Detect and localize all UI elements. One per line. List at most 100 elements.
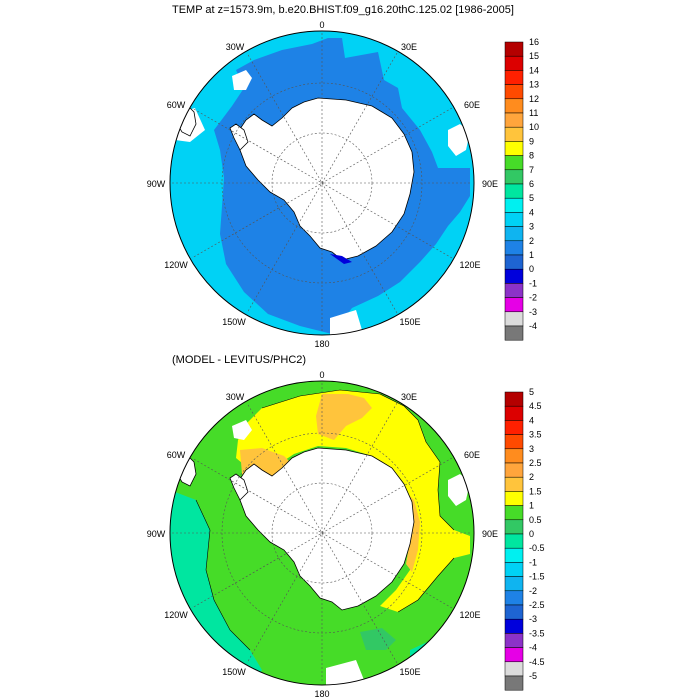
colorbar-box [504,254,524,270]
colorbar-box [504,519,524,535]
colorbar-label: -3.5 [529,628,545,638]
colorbar-box [504,590,524,606]
panel2-antarctica [237,447,415,611]
lon-label-180: 180 [314,339,329,349]
panel2-field-1.5to2 [316,394,372,440]
panel2-polar-map: 0 30E 60E 90E 120E 150E 180 150W 120W 90… [147,370,545,699]
colorbar-label: 4 [529,207,534,217]
lon-label-60e: 60E [464,450,480,460]
colorbar-box [504,405,524,421]
colorbar-box [504,547,524,563]
colorbar-label: 1.5 [529,486,542,496]
lon-label-180: 180 [314,689,329,699]
colorbar-box [504,420,524,435]
colorbar-label: 12 [529,94,539,104]
colorbar-label: 11 [529,108,538,118]
colorbar-box [504,505,524,521]
lon-label-30w: 30W [226,392,245,402]
lon-label-150w: 150W [222,317,246,327]
colorbar-label: 3.5 [529,430,542,440]
panel2-missing-patch [232,420,252,440]
colorbar-box [504,391,524,407]
panel1-graticule [172,33,472,333]
panel2-title: (MODEL - LEVITUS/PHC2) [172,354,307,366]
colorbar-label: 0 [529,529,534,539]
lon-label-30w: 30W [226,42,245,52]
colorbar-label: 3 [529,222,534,232]
colorbar-label: -1 [529,278,537,288]
panel2-contours [195,389,455,651]
colorbar-box [504,562,524,577]
colorbar-box [504,141,524,156]
colorbar-box [504,183,524,199]
colorbar-box [504,212,524,227]
colorbar-label: 7 [529,165,534,175]
colorbar-box [504,55,524,71]
panel1-antarctica [237,97,415,261]
colorbar-label: 8 [529,151,534,161]
lon-label-120e: 120E [459,260,480,270]
lon-label-60e: 60E [464,100,480,110]
colorbar-box [504,311,524,327]
panel2-lon-labels: 0 30E 60E 90E 120E 150E 180 150W 120W 90… [147,370,498,699]
colorbar-label: 3 [529,444,534,454]
colorbar-label: -3 [529,614,537,624]
colorbar-label: -2.5 [529,600,545,610]
colorbar-label: 15 [529,51,539,61]
panel2-antarctic-peninsula [229,473,249,501]
colorbar-box [504,283,524,298]
lon-label-150e: 150E [399,667,420,677]
colorbar-box [504,98,524,114]
colorbar-label: 10 [529,122,539,132]
colorbar-label: -4 [529,643,537,653]
colorbar-box [504,434,524,450]
colorbar-box [504,197,524,213]
panel1-antarctic-peninsula [229,123,249,151]
colorbar-label: -3 [529,307,537,317]
colorbar-label: 6 [529,179,534,189]
lon-label-90w: 90W [147,529,166,539]
colorbar-box [504,675,524,691]
colorbar-box [504,84,524,100]
lon-label-30e: 30E [401,42,417,52]
lon-label-90e: 90E [482,529,498,539]
colorbar-box [504,476,524,492]
colorbar-label: -1.5 [529,572,545,582]
lon-label-0: 0 [319,20,324,30]
colorbar-label: -1 [529,557,537,567]
colorbar-box [504,325,524,341]
colorbar-label: 4.5 [529,401,542,411]
colorbar-box [504,604,524,620]
colorbar-box [504,448,524,464]
panel2-colorbar: 5 4.5 4 3.5 3 2.5 2 1.5 1 0.5 0 -0.5 -1 -1.5 -2 -2.5 -3 -… [504,387,545,691]
colorbar-label: 14 [529,65,539,75]
panel2-field-0.5to1-dark [360,628,396,650]
panel1-lon-labels: 0 30E 60E 90E 120E 150E 180 150W 120W 90… [147,20,498,349]
colorbar-box [504,126,524,142]
colorbar-box [504,155,524,171]
colorbar-label: 0 [529,264,534,274]
lon-label-30e: 30E [401,392,417,402]
lon-label-90e: 90E [482,179,498,189]
lon-label-90w: 90W [147,179,166,189]
colorbar-box [504,533,524,549]
colorbar-box [504,661,524,677]
colorbar-label: 2.5 [529,458,542,468]
colorbar-label: 0.5 [529,515,542,525]
colorbar-box [504,226,524,242]
colorbar-box [504,70,524,85]
colorbar-box [504,112,524,128]
colorbar-box [504,268,524,284]
colorbar-label: 2 [529,472,534,482]
colorbar-label: 16 [529,37,539,47]
colorbar-label: -0.5 [529,543,545,553]
panel2-missing-patch [448,474,470,506]
colorbar-label: 1 [529,501,534,511]
lon-label-150w: 150W [222,667,246,677]
colorbar-label: 13 [529,80,539,90]
colorbar-box [504,462,524,478]
colorbar-box [504,169,524,185]
panel1-missing-patch [448,124,470,156]
colorbar-box [504,491,524,506]
lon-label-120e: 120E [459,610,480,620]
